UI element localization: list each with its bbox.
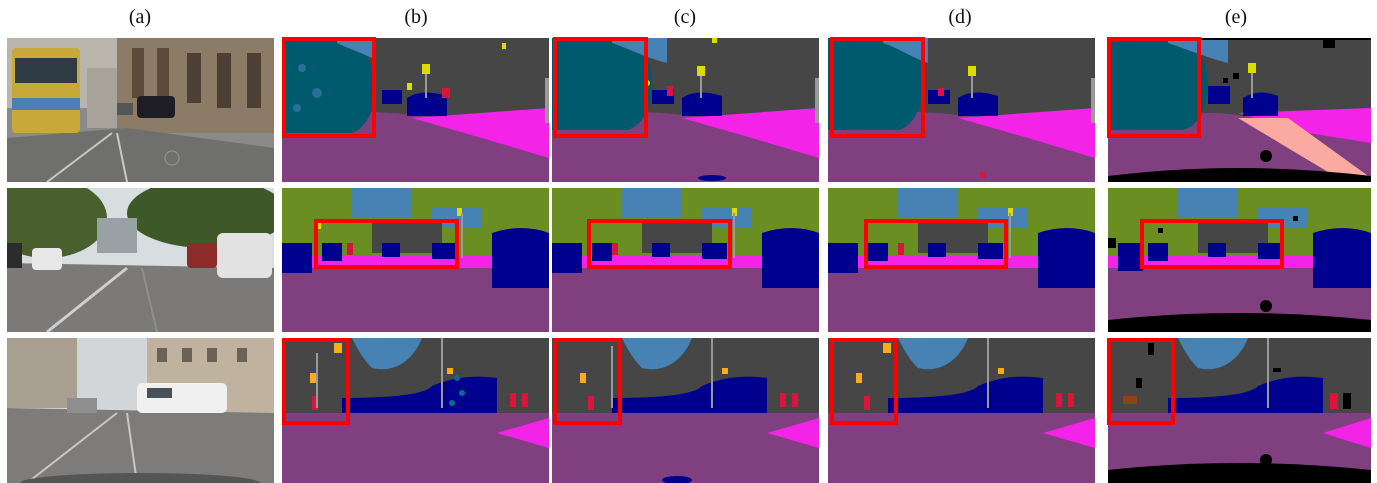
input-photo-row1	[7, 38, 274, 182]
ground-truth-e-row3	[1108, 338, 1371, 483]
segmentation-b-row2	[282, 188, 549, 332]
segmentation-d-row1	[828, 38, 1095, 182]
input-photo-row3	[7, 338, 274, 483]
segmentation-c-row2	[552, 188, 819, 332]
segmentation-d-row3	[828, 338, 1095, 483]
column-label-e: (e)	[1224, 6, 1248, 28]
segmentation-c-row3	[552, 338, 819, 483]
column-label-c: (c)	[673, 6, 697, 28]
segmentation-c-row1	[552, 38, 819, 182]
column-label-d: (d)	[948, 6, 972, 28]
column-label-b: (b)	[404, 6, 428, 28]
ground-truth-e-row1	[1108, 38, 1371, 182]
ground-truth-e-row2	[1108, 188, 1371, 332]
segmentation-b-row3	[282, 338, 549, 483]
input-photo-row2	[7, 188, 274, 332]
column-label-a: (a)	[128, 6, 152, 28]
segmentation-d-row2	[828, 188, 1095, 332]
segmentation-b-row1	[282, 38, 549, 182]
